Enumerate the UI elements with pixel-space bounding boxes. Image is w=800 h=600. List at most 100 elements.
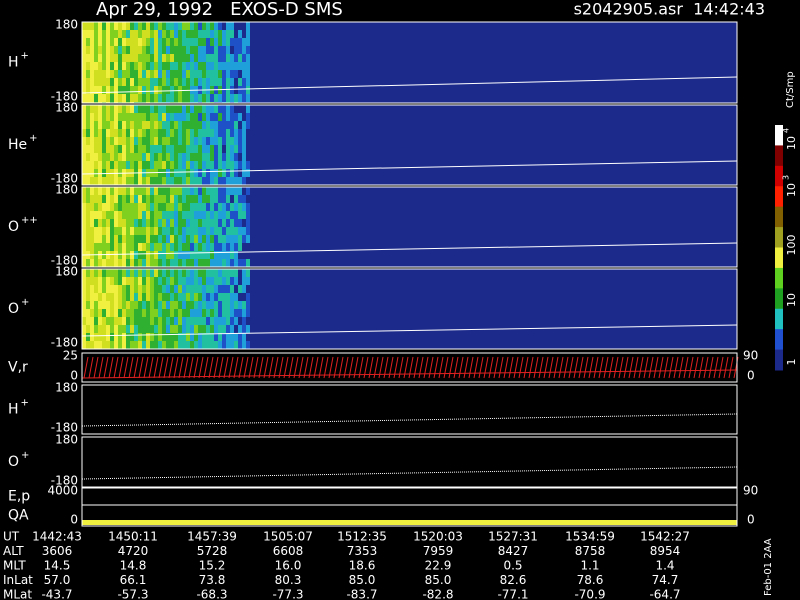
spectrogram-cell bbox=[206, 309, 210, 317]
spectrogram-cell bbox=[90, 341, 94, 349]
spectrogram-cell bbox=[190, 62, 194, 70]
spectrogram-cell bbox=[214, 94, 218, 102]
spectrogram-cell bbox=[122, 285, 126, 293]
spectrogram-cell bbox=[242, 259, 246, 267]
spectrogram-cell bbox=[150, 187, 154, 195]
spectrogram-cell bbox=[234, 269, 238, 277]
table-cell: 1450:11 bbox=[108, 530, 158, 544]
spectrogram-cell bbox=[158, 30, 162, 38]
spectrogram-cell bbox=[226, 293, 230, 301]
spectrogram-cell bbox=[182, 219, 186, 227]
spectrogram-cell bbox=[102, 54, 106, 62]
vector bbox=[618, 356, 624, 379]
spectrogram-cell bbox=[126, 235, 130, 243]
spectrogram-cell bbox=[198, 219, 202, 227]
vector bbox=[118, 356, 124, 379]
spectrogram-cell bbox=[230, 145, 234, 153]
spectrogram-cell bbox=[234, 46, 238, 54]
spectrogram-cell bbox=[198, 46, 202, 54]
spectrogram-cell bbox=[246, 78, 250, 86]
spectrogram-cell bbox=[158, 277, 162, 285]
spectrogram-cell bbox=[178, 30, 182, 38]
spectrogram-cell bbox=[146, 22, 150, 30]
spectrogram-cell bbox=[154, 153, 158, 161]
spectrogram-cell bbox=[162, 325, 166, 333]
spectrogram-cell bbox=[178, 341, 182, 349]
spectrogram-cell bbox=[82, 309, 86, 317]
spectrogram-cell bbox=[130, 54, 134, 62]
spectrogram-cell bbox=[214, 38, 218, 46]
vector bbox=[188, 356, 194, 379]
spectrogram-cell bbox=[82, 235, 86, 243]
spectrogram-cell bbox=[106, 269, 110, 277]
spectrogram-cell bbox=[178, 309, 182, 317]
spectrogram-cell bbox=[102, 259, 106, 267]
spectrogram-cell bbox=[142, 243, 146, 251]
spectrogram-cell bbox=[86, 177, 90, 185]
spectrogram-cell bbox=[234, 86, 238, 94]
spectrogram-cell bbox=[246, 22, 250, 30]
spectrogram-cell bbox=[86, 235, 90, 243]
vector bbox=[433, 356, 439, 379]
spectrogram-cell bbox=[90, 70, 94, 78]
spectrogram-cell bbox=[82, 129, 86, 137]
spectrogram-cell bbox=[214, 251, 218, 259]
spectrogram-cell bbox=[154, 137, 158, 145]
spectrogram-cell bbox=[106, 137, 110, 145]
spectrogram-cell bbox=[202, 70, 206, 78]
spectrogram-cell bbox=[234, 277, 238, 285]
spectrogram-cell bbox=[182, 177, 186, 185]
axis-top-label: 25 bbox=[63, 349, 78, 363]
spectrogram-cell bbox=[138, 219, 142, 227]
spectrogram-cell bbox=[198, 153, 202, 161]
spectrogram-cell bbox=[234, 78, 238, 86]
spectrogram-cell bbox=[114, 78, 118, 86]
spectrogram-cell bbox=[122, 269, 126, 277]
spectrogram-cell bbox=[214, 113, 218, 121]
spectrogram-cell bbox=[138, 70, 142, 78]
spectrogram-cell bbox=[126, 129, 130, 137]
spectrogram-cell bbox=[202, 169, 206, 177]
spectrogram-cell bbox=[230, 153, 234, 161]
spectrogram-cell bbox=[214, 54, 218, 62]
spectrogram-cell bbox=[158, 309, 162, 317]
axis-bottom-label: -180 bbox=[51, 421, 78, 435]
spectrogram-cell bbox=[246, 219, 250, 227]
spectrogram-cell bbox=[154, 145, 158, 153]
spectrogram-cell bbox=[118, 145, 122, 153]
spectrogram-cell bbox=[110, 161, 114, 169]
spectrogram-cell bbox=[158, 38, 162, 46]
spectrogram-cell bbox=[146, 177, 150, 185]
vector bbox=[503, 356, 509, 379]
spectrogram-cell bbox=[222, 317, 226, 325]
vector bbox=[573, 356, 579, 379]
spectrogram-cell bbox=[202, 105, 206, 113]
trace-line bbox=[81, 76, 738, 94]
spectrogram-cell bbox=[106, 219, 110, 227]
spectrogram-cell bbox=[154, 177, 158, 185]
spectrogram-cell bbox=[158, 293, 162, 301]
spectrogram-cell bbox=[146, 333, 150, 341]
spectrogram-cell bbox=[166, 309, 170, 317]
spectrogram-cell bbox=[234, 317, 238, 325]
spectrogram-cell bbox=[90, 129, 94, 137]
spectrogram-cell bbox=[174, 105, 178, 113]
panel-label-sup: + bbox=[21, 297, 29, 308]
spectrogram-cell bbox=[190, 38, 194, 46]
spectrogram-cell bbox=[134, 227, 138, 235]
vector bbox=[628, 356, 634, 379]
spectrogram-cell bbox=[174, 211, 178, 219]
spectrogram-cell bbox=[146, 46, 150, 54]
spectrogram-cell bbox=[202, 259, 206, 267]
vector bbox=[293, 356, 299, 379]
spectrogram-cell bbox=[142, 121, 146, 129]
spectrogram-cell bbox=[106, 333, 110, 341]
spectrogram-cell bbox=[146, 235, 150, 243]
spectrogram-cell bbox=[246, 70, 250, 78]
spectrogram-cell bbox=[230, 317, 234, 325]
spectrogram-cell bbox=[130, 129, 134, 137]
spectrogram-cell bbox=[106, 317, 110, 325]
colorbar-swatch bbox=[775, 288, 783, 310]
spectrogram-cell bbox=[98, 219, 102, 227]
spectrogram-cell bbox=[94, 317, 98, 325]
